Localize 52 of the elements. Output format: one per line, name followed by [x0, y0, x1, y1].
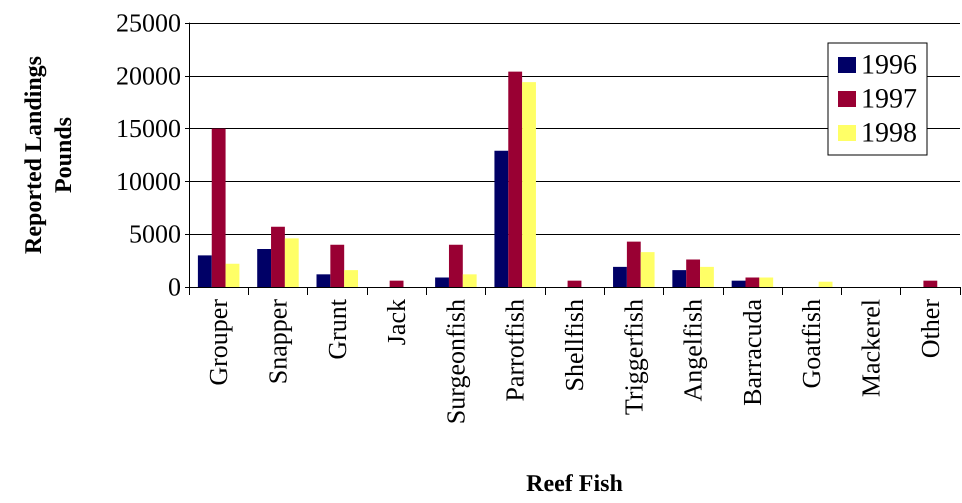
y-tick-label: 20000 [116, 61, 181, 90]
bar [732, 280, 746, 287]
bar [212, 128, 226, 287]
bar [435, 277, 449, 287]
bar [198, 255, 212, 287]
bar [613, 266, 627, 287]
bar [508, 72, 522, 287]
bar [316, 274, 330, 287]
bar [818, 282, 832, 287]
bar [284, 238, 299, 287]
x-tick-label: Shellfish [560, 299, 589, 392]
bar [923, 280, 938, 287]
y-tick-label: 10000 [116, 166, 181, 196]
x-tick-label: Triggerfish [619, 299, 648, 416]
bar [522, 82, 536, 287]
bar [448, 244, 463, 287]
bar [462, 274, 477, 287]
bar [686, 260, 700, 287]
bar [390, 280, 404, 287]
legend-label: 1996 [861, 50, 917, 80]
y-tick-label: 25000 [116, 8, 181, 38]
y-tick-label: 0 [168, 272, 181, 302]
bar [330, 244, 344, 287]
x-tick-label: Mackerel [856, 299, 886, 398]
x-tick-label: Parrotfish [500, 299, 530, 402]
x-tick-label: Jack [382, 299, 412, 346]
y-tick-label: 15000 [116, 114, 181, 144]
bar [271, 226, 285, 287]
y-axis-title: Reported Landings Pounds [21, 56, 77, 254]
x-tick-label: Goatfish [797, 299, 826, 389]
x-tick-label: Snapper [263, 298, 292, 384]
bar [626, 242, 641, 287]
bar [226, 264, 240, 287]
bar [494, 150, 508, 287]
x-tick-label: Barracuda [738, 298, 767, 406]
bar [640, 252, 655, 287]
bar [568, 280, 582, 287]
x-tick-label: Grunt [322, 298, 352, 360]
legend-label: 1998 [861, 118, 917, 148]
x-axis-title: Reef Fish [526, 471, 623, 497]
bar [700, 266, 714, 287]
bar [344, 270, 358, 287]
bar [746, 277, 760, 287]
x-tick-label: Angelfish [678, 299, 708, 402]
legend-label: 1997 [861, 84, 917, 114]
y-tick-label: 5000 [129, 220, 181, 249]
x-tick-label: Surgeonfish [441, 299, 470, 424]
x-tick-label: Other [916, 298, 945, 358]
x-tick-label: Grouper [204, 298, 234, 386]
bar [257, 248, 272, 287]
bar [759, 277, 774, 287]
bar [672, 270, 686, 287]
